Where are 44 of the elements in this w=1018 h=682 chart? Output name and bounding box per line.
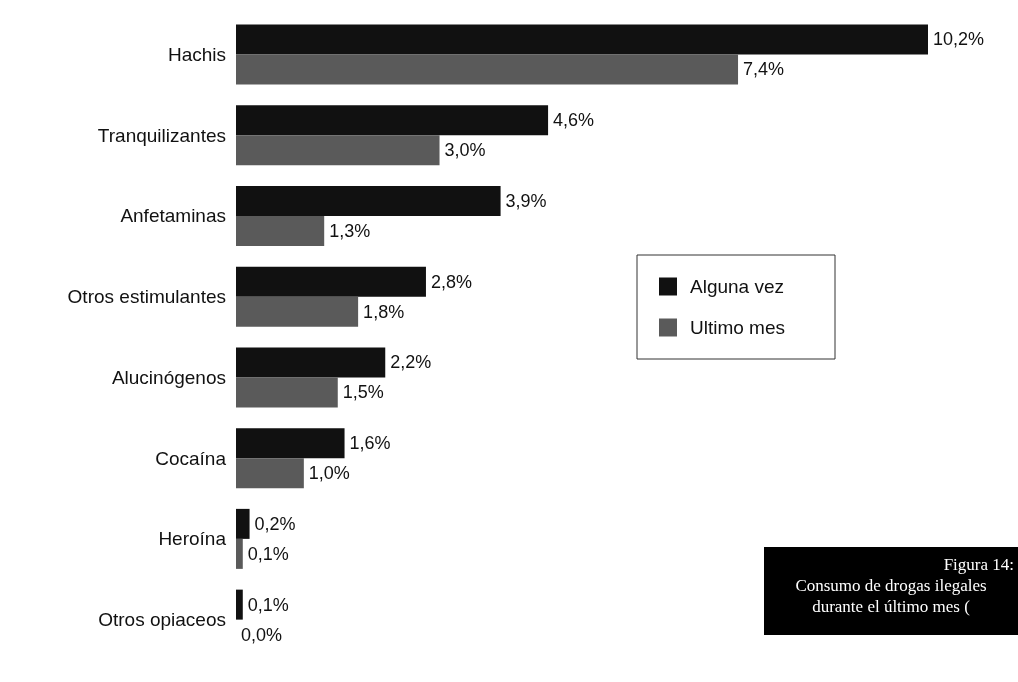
data-label: 0,1% [247,594,289,615]
data-label: 2,2% [390,352,432,373]
bar [236,24,928,55]
legend-label: Ultimo mes [690,317,786,338]
bar [236,105,549,136]
text: Figura 14: [942,554,1014,575]
bar [236,508,250,539]
y-tick-label: Otros estimulantes [67,286,226,308]
data-label: 7,4% [743,59,785,80]
data-label: 1,0% [308,463,350,484]
bar [236,185,501,216]
legend-label: Alguna vez [690,276,785,297]
y-tick-label: Anfetaminas [120,205,226,227]
y-tick-label: Alucinógenos [111,366,226,388]
data-label: 0,0% [241,624,283,645]
bar [236,589,243,620]
bar [236,377,338,408]
annotation: Consumo de drogas ilegales [794,575,988,596]
data-label: 1,6% [349,433,391,454]
data-label: 3,9% [505,190,547,211]
y-tick-label: Heroína [158,528,227,550]
bar [236,215,325,246]
data-label: 0,1% [247,543,289,564]
data-label: 3,0% [444,140,486,161]
bar [236,538,243,569]
y-tick-label: Tranquilizantes [97,124,226,146]
bar [236,296,359,327]
bar [236,428,345,459]
data-label: 10,2% [933,29,985,50]
annotation: durante el último mes ( [811,596,971,617]
data-label: 1,8% [363,301,405,322]
bar [236,347,386,378]
data-label: 2,8% [430,271,472,292]
bar [236,135,440,166]
data-label: 1,5% [342,382,384,403]
y-tick-label: Hachis [167,43,226,65]
bar [236,458,304,489]
bar [236,54,739,85]
data-label: 0,2% [254,513,296,534]
data-label: 1,3% [329,220,371,241]
y-tick-label: Otros opiaceos [98,609,226,631]
bar [236,266,426,297]
data-label: 4,6% [553,110,595,131]
y-tick-label: Cocaína [155,447,227,469]
